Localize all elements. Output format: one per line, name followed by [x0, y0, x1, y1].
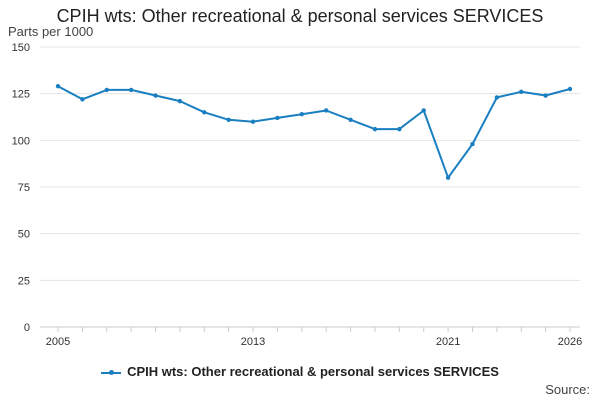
data-point[interactable]	[299, 112, 305, 117]
data-point[interactable]	[153, 93, 158, 98]
data-point[interactable]	[323, 108, 329, 113]
legend-label: CPIH wts: Other recreational & personal …	[127, 364, 499, 379]
series	[55, 84, 573, 180]
legend-swatch	[101, 369, 122, 375]
data-point[interactable]	[275, 115, 280, 121]
y-tick-label: 150	[12, 42, 30, 54]
data-point[interactable]	[80, 97, 85, 102]
source-label: Source:	[545, 382, 590, 397]
data-point[interactable]	[55, 84, 61, 89]
axes: 0 25 50 75 100 125 150 2005 2013 2021 2026	[12, 42, 583, 348]
data-point[interactable]	[348, 117, 353, 123]
y-tick-label: 75	[18, 182, 30, 194]
data-point[interactable]	[543, 93, 548, 98]
x-tick-label: 2013	[241, 336, 265, 348]
chart-title: CPIH wts: Other recreational & personal …	[56, 6, 544, 26]
legend[interactable]: CPIH wts: Other recreational & personal …	[0, 364, 600, 379]
data-point[interactable]	[421, 108, 426, 113]
data-point[interactable]	[226, 117, 231, 123]
data-point[interactable]	[445, 175, 451, 180]
y-tick-label: 50	[18, 229, 30, 241]
grid-lines	[40, 46, 580, 328]
y-axis-label: Parts per 1000	[8, 24, 94, 39]
y-tick-label: 0	[24, 322, 30, 334]
data-point[interactable]	[397, 126, 402, 132]
x-tick-label: 2026	[558, 336, 582, 348]
data-point[interactable]	[372, 126, 378, 132]
data-point[interactable]	[470, 141, 475, 147]
data-point[interactable]	[519, 89, 524, 95]
data-point[interactable]	[250, 119, 256, 124]
data-point[interactable]	[177, 98, 183, 104]
y-tick-label: 100	[12, 135, 30, 147]
y-tick-label: 125	[12, 89, 30, 101]
data-point[interactable]	[128, 87, 134, 93]
x-tick-label: 2021	[436, 336, 460, 348]
series-line[interactable]	[57, 85, 571, 179]
data-point[interactable]	[494, 95, 500, 100]
data-point[interactable]	[567, 86, 573, 92]
data-point[interactable]	[104, 87, 109, 93]
x-tick-label: 2005	[46, 336, 70, 348]
data-point[interactable]	[202, 110, 207, 115]
y-tick-label: 25	[18, 275, 30, 287]
